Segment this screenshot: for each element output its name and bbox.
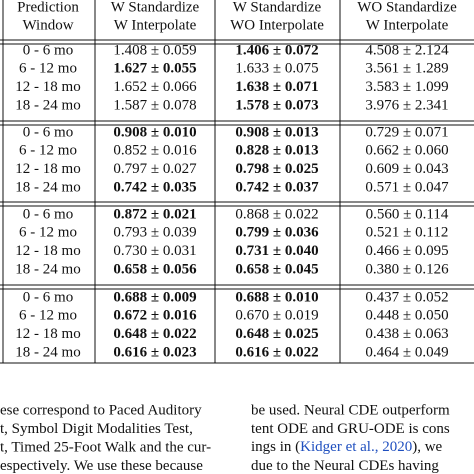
table-cell: 0.658 ± 0.056 [113,261,197,277]
table-cell: 12 - 18 mo [15,79,80,95]
table-cell: 0.731 ± 0.040 [235,243,318,259]
table-cell: 1.406 ± 0.072 [235,42,318,58]
table-cell: 0.448 ± 0.050 [365,308,448,324]
table-cell: 0.729 ± 0.071 [365,124,448,140]
table-cell: 0.799 ± 0.036 [235,225,319,241]
table-cell: 6 - 12 mo [19,61,77,77]
table-cell: 12 - 18 mo [15,243,80,259]
table-cell: 0.908 ± 0.013 [235,124,318,140]
table-cell: 1.638 ± 0.071 [235,79,318,95]
table-cell: 12 - 18 mo [15,161,80,177]
paragraph-line: t, Symbol Digit Modalities Test, [0,421,193,437]
table-cell: 1.587 ± 0.078 [113,97,196,113]
table-cell: 6 - 12 mo [19,225,77,241]
table-cell: 0.571 ± 0.047 [365,179,449,195]
table-cell: 0.670 ± 0.019 [235,308,318,324]
paragraph-line: ese correspond to Paced Auditory [0,402,202,418]
table-cell: 0.437 ± 0.052 [365,289,448,305]
table-cell: 0.798 ± 0.025 [235,161,318,177]
table-cell: 0.672 ± 0.016 [113,308,197,324]
table-cell: 12 - 18 mo [15,326,80,342]
header-cell: W Interpolate [114,17,197,33]
paragraph-line: due to the Neural CDEs having [251,458,439,474]
table-cell: 0.609 ± 0.043 [365,161,448,177]
table-cell: 0.868 ± 0.022 [235,206,318,222]
table-cell: 0.648 ± 0.022 [113,326,196,342]
header-cell: W Standardize [111,0,200,15]
table-cell: 0.616 ± 0.023 [113,344,196,360]
table-cell: 0.742 ± 0.035 [113,179,196,195]
table-cell: 0.797 ± 0.027 [113,161,197,177]
table-cell: 0.793 ± 0.039 [113,225,196,241]
table-cell: 0.852 ± 0.016 [113,143,197,159]
paragraph-line: be used. Neural CDE outperform [251,402,450,418]
table-cell: 0.828 ± 0.013 [235,143,318,159]
table-cell: 6 - 12 mo [19,143,77,159]
paragraph-line: tent ODE and GRU-ODE is cons [251,421,450,437]
text: ings in ( [251,439,300,455]
table-cell: 18 - 24 mo [15,344,80,360]
table-cell: 0 - 6 mo [23,124,73,140]
table-cell: 4.508 ± 2.124 [365,42,449,58]
table-cell: 1.408 ± 0.059 [113,42,196,58]
header-cell: Window [22,17,73,33]
header-cell: W Standardize [233,0,322,15]
table-cell: 0.658 ± 0.045 [235,261,318,277]
table-cell: 0 - 6 mo [23,206,73,222]
table-cell: 1.652 ± 0.066 [113,79,197,95]
table-cell: 0.662 ± 0.060 [365,143,448,159]
table-cell: 0.648 ± 0.025 [235,326,318,342]
table-cell: 0 - 6 mo [23,42,73,58]
table-cell: 0 - 6 mo [23,289,73,305]
table-cell: 0.438 ± 0.063 [365,326,448,342]
table-cell: 1.578 ± 0.073 [235,97,318,113]
table-cell: 18 - 24 mo [15,261,80,277]
table-cell: 0.688 ± 0.010 [235,289,318,305]
table-cell: 0.730 ± 0.031 [113,243,196,259]
table-cell: 0.560 ± 0.114 [366,206,449,222]
table-cell: 0.688 ± 0.009 [113,289,196,305]
table-cell: 1.633 ± 0.075 [235,61,318,77]
table-cell: 0.742 ± 0.037 [235,179,319,195]
table-cell: 1.627 ± 0.055 [113,61,196,77]
paragraph-line: ings in (Kidger et al., 2020), we [251,439,443,455]
header-cell: WO Standardize [357,0,457,15]
table-cell: 0.380 ± 0.126 [365,261,449,277]
text: ), we [412,439,442,455]
header-cell: WO Interpolate [230,17,324,33]
table-cell: 3.976 ± 2.341 [365,97,448,113]
table-cell: 3.583 ± 1.099 [365,79,448,95]
header-cell: Prediction [17,0,79,15]
paragraph-line: t, Timed 25-Foot Walk and the cur- [0,439,211,455]
table-cell: 6 - 12 mo [19,308,77,324]
table-cell: 18 - 24 mo [15,97,80,113]
table-cell: 0.908 ± 0.010 [113,124,196,140]
table-cell: 0.466 ± 0.095 [365,243,448,259]
table-cell: 0.872 ± 0.021 [113,206,196,222]
table-cell: 0.464 ± 0.049 [365,344,448,360]
header-cell: W Interpolate [366,17,449,33]
table-cell: 3.561 ± 1.289 [365,61,448,77]
paragraph-line: espectively. We use these because [0,458,203,474]
table-cell: 18 - 24 mo [15,179,80,195]
table-cell: 0.616 ± 0.022 [235,344,318,360]
table-cell: 0.521 ± 0.112 [366,225,449,241]
citation-link[interactable]: Kidger et al., 2020 [300,439,412,455]
